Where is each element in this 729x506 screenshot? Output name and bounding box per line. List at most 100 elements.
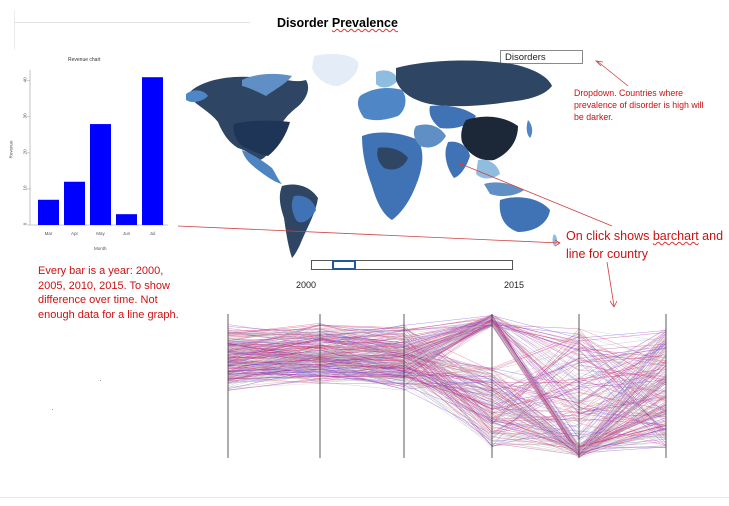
pc-line bbox=[227, 316, 667, 402]
alaska-region[interactable] bbox=[186, 90, 208, 103]
chart-y-tick-label: 10 bbox=[23, 185, 28, 191]
canada-light-region[interactable] bbox=[242, 73, 292, 96]
pc-line bbox=[227, 347, 667, 392]
pc-line bbox=[227, 346, 667, 419]
pc-line bbox=[227, 335, 667, 452]
pc-line bbox=[227, 338, 667, 456]
frame-divider-bottom bbox=[0, 497, 729, 498]
chart-title: Revenue chart bbox=[68, 57, 101, 63]
stray-mark bbox=[100, 380, 101, 381]
scandinavia-region[interactable] bbox=[376, 70, 398, 88]
year-slider[interactable] bbox=[311, 260, 513, 270]
pc-line bbox=[227, 349, 667, 450]
brazil-region[interactable] bbox=[291, 195, 316, 223]
pc-line bbox=[227, 319, 667, 448]
pc-line bbox=[227, 348, 667, 451]
page-title-part1: Disorder bbox=[277, 16, 332, 30]
pc-line bbox=[227, 315, 667, 454]
europe-region[interactable] bbox=[357, 88, 406, 121]
mexico-central-america-region[interactable] bbox=[242, 150, 282, 184]
pc-lines bbox=[227, 313, 667, 459]
chart-x-tick-label: Jun bbox=[123, 231, 131, 236]
pc-line bbox=[227, 330, 667, 450]
pc-line bbox=[227, 321, 667, 371]
pc-line bbox=[227, 340, 667, 458]
arrow-dropdown-line bbox=[596, 60, 629, 87]
pc-svg bbox=[227, 313, 667, 459]
chart-x-tick-label: Apr bbox=[71, 231, 79, 236]
chart-bar[interactable] bbox=[64, 181, 85, 225]
chart-bar[interactable] bbox=[38, 199, 59, 225]
north-america-region[interactable] bbox=[190, 76, 309, 160]
revenue-bar-chart[interactable]: Revenue chart Revenue Month 0 10 20 30 40 Mar… bbox=[8, 52, 178, 256]
pc-line bbox=[227, 322, 667, 447]
stray-mark bbox=[52, 409, 53, 410]
chart-y-tick-label: 30 bbox=[23, 113, 28, 119]
page-title-part2: Prevalence bbox=[331, 16, 398, 30]
africa-region[interactable] bbox=[362, 132, 423, 220]
chart-bar[interactable] bbox=[90, 124, 111, 225]
click-annotation-part3: and line for country bbox=[566, 229, 724, 261]
pc-line bbox=[227, 324, 667, 414]
slider-thumb[interactable] bbox=[332, 260, 356, 270]
click-annotation: On click shows barchart and line for cou… bbox=[566, 227, 726, 263]
map-svg bbox=[186, 54, 558, 258]
arrow-pc-head bbox=[609, 300, 618, 308]
southeast-asia-region[interactable] bbox=[476, 159, 500, 179]
chart-y-tick-label: 0 bbox=[23, 222, 28, 225]
parallel-coordinates-plot[interactable] bbox=[224, 308, 684, 463]
frame-edge bbox=[14, 10, 15, 50]
bar-chart-annotation: Every bar is a year: 2000, 2005, 2010, 2… bbox=[38, 265, 179, 321]
disorder-dropdown[interactable]: Disorders bbox=[500, 50, 583, 64]
central-asia-region[interactable] bbox=[429, 105, 476, 129]
click-annotation-part2: barchart bbox=[652, 229, 699, 243]
pc-line bbox=[227, 322, 667, 456]
dropdown-annotation: Dropdown. Countries where prevalence of … bbox=[574, 88, 704, 122]
middle-east-region[interactable] bbox=[413, 124, 446, 148]
pc-line bbox=[227, 315, 667, 351]
greenland-region[interactable] bbox=[312, 54, 359, 86]
chart-x-tick-label: Mar bbox=[45, 231, 53, 236]
new-zealand-region[interactable] bbox=[552, 234, 558, 246]
australia-region[interactable] bbox=[499, 197, 550, 232]
pc-line bbox=[227, 369, 667, 454]
slider-start-label: 2000 bbox=[296, 280, 317, 290]
africa-dark-region[interactable] bbox=[377, 147, 408, 170]
pc-line bbox=[227, 324, 667, 433]
pc-line bbox=[227, 355, 667, 456]
pc-line bbox=[227, 322, 667, 393]
pc-line bbox=[227, 320, 667, 454]
pc-line bbox=[227, 344, 667, 440]
page-title: Disorder Prevalence bbox=[277, 16, 398, 30]
chart-x-tick-label: Jul bbox=[150, 231, 156, 236]
chart-y-tick-label: 20 bbox=[23, 149, 28, 155]
japan-region[interactable] bbox=[526, 120, 533, 138]
chart-bar[interactable] bbox=[142, 77, 163, 225]
pc-line bbox=[227, 314, 667, 387]
pc-line bbox=[227, 319, 667, 446]
chart-y-label: Revenue bbox=[8, 140, 14, 159]
pc-line bbox=[227, 360, 667, 398]
pc-line bbox=[227, 355, 667, 411]
pc-line bbox=[227, 317, 667, 452]
dropdown-selected-label: Disorders bbox=[505, 52, 546, 63]
pc-line bbox=[227, 320, 667, 448]
pc-line bbox=[227, 314, 667, 457]
pc-line bbox=[227, 317, 667, 427]
pc-line bbox=[227, 320, 667, 412]
pc-line bbox=[227, 347, 667, 421]
frame-divider bbox=[14, 22, 250, 23]
usa-region[interactable] bbox=[233, 120, 290, 156]
pc-line bbox=[227, 341, 667, 435]
world-choropleth-map[interactable] bbox=[182, 50, 562, 260]
arrow-pc-line bbox=[606, 261, 615, 307]
chart-x-tick-label: May bbox=[96, 231, 105, 236]
pc-line bbox=[227, 333, 667, 452]
pc-line bbox=[227, 340, 667, 437]
chart-bar[interactable] bbox=[116, 214, 137, 225]
indonesia-region[interactable] bbox=[484, 182, 524, 197]
pc-line bbox=[227, 335, 667, 425]
russia-region[interactable] bbox=[396, 60, 552, 107]
chart-x-label: Month bbox=[94, 246, 107, 251]
china-region[interactable] bbox=[461, 116, 518, 161]
